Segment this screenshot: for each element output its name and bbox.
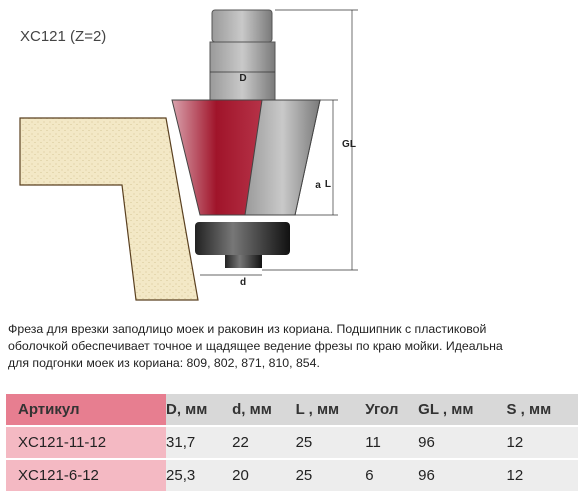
table-cell: XC121-6-12: [6, 460, 167, 491]
label-d-upper: D: [239, 73, 246, 84]
shank: [209, 41, 276, 101]
table-row: XC121-11-12 31,7 22 25 11 96 12: [6, 427, 578, 458]
cutter-diagram: D GL L a d: [19, 9, 358, 301]
bearing: [195, 222, 290, 255]
bearing-nut: [225, 255, 262, 268]
label-l: L: [325, 179, 331, 190]
label-gl: GL: [342, 139, 356, 150]
label-a: a: [315, 180, 321, 191]
header-cell: D, мм: [166, 394, 233, 425]
table-cell: 11: [365, 427, 419, 458]
table-cell: 96: [418, 427, 507, 458]
dimension-lines: [200, 9, 358, 276]
table-cell: 96: [418, 460, 507, 491]
description-line: оболочкой обеспечивает точное и щадящее …: [8, 339, 503, 353]
header-cell: L , мм: [295, 394, 366, 425]
table-cell: 22: [232, 427, 296, 458]
worktop: [19, 117, 199, 301]
table-body: XC121-11-12 31,7 22 25 11 96 12 XC121-6-12 25,3 2…: [6, 427, 578, 491]
table-cell: 20: [232, 460, 296, 491]
header-cell: Угол: [365, 394, 419, 425]
table-cell: XC121-11-12: [6, 427, 167, 458]
table-cell: 31,7: [166, 427, 233, 458]
title: XC121 (Z=2): [20, 28, 107, 45]
description-line: Фреза для врезки заподлицо моек и ракови…: [8, 322, 487, 336]
label-d-lower: d: [240, 277, 246, 288]
table-cell: 12: [506, 427, 578, 458]
header-cell: S , мм: [506, 394, 578, 425]
table-cell: 6: [365, 460, 419, 491]
header-row: Артикул D, мм d, мм L , мм Угол GL , мм S , мм: [6, 394, 578, 425]
shank-head: [211, 9, 273, 43]
table-cell: 25,3: [166, 460, 233, 491]
table-row: XC121-6-12 25,3 20 25 6 96 12: [6, 460, 578, 491]
header-cell: d, мм: [232, 394, 296, 425]
table-cell: 25: [295, 460, 366, 491]
table-cell: 25: [295, 427, 366, 458]
header-cell: GL , мм: [418, 394, 507, 425]
description: Фреза для врезки заподлицо моек и ракови…: [8, 321, 503, 372]
table-cell: 12: [506, 460, 578, 491]
description-line: для подгонки моек из кориана: 809, 802, …: [8, 356, 320, 370]
header-cell: Артикул: [6, 394, 167, 425]
spec-table: Артикул D, мм d, мм L , мм Угол GL , мм S , мм…: [6, 392, 578, 493]
